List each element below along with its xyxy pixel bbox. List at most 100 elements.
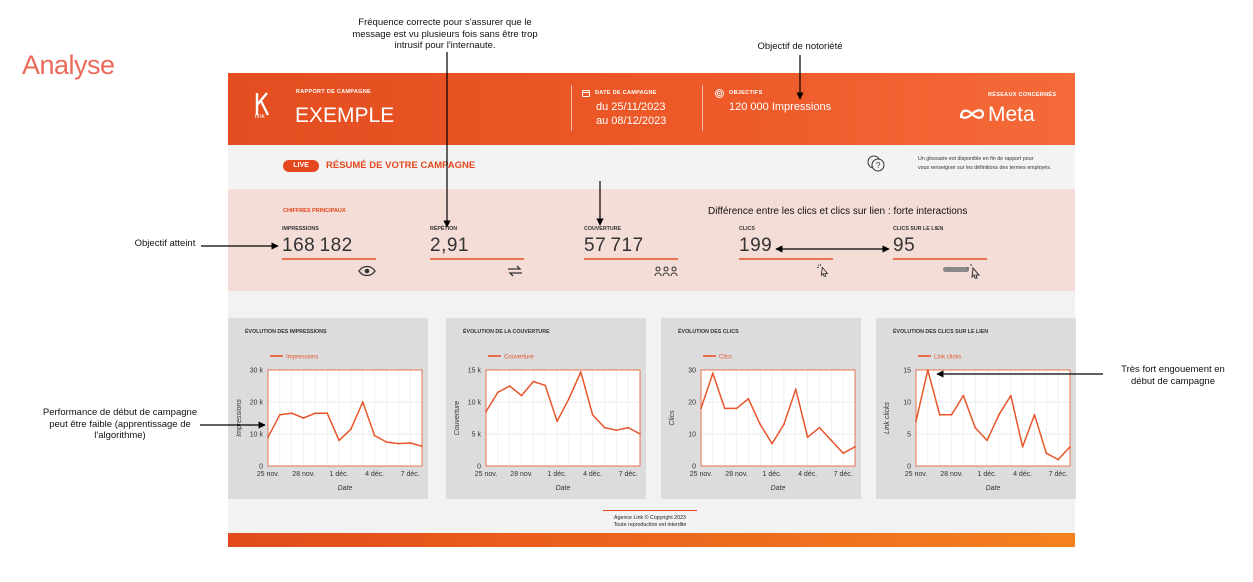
y-tick-label: 0 xyxy=(477,464,481,471)
header-divider xyxy=(702,85,703,131)
data-point xyxy=(338,439,340,442)
data-point xyxy=(830,439,833,442)
date-to: au 08/12/2023 xyxy=(596,115,667,127)
kpi-value: 2,91 xyxy=(430,235,469,256)
data-point xyxy=(350,428,352,431)
series-line xyxy=(267,401,423,447)
kpi-label: IMPRESSIONS xyxy=(282,226,319,232)
impressions-chart: 0 10 k 20 k 30 k 25 nov. 28 nov. 1 déc. 4 déc. 7… xyxy=(236,355,423,492)
x-tick-label: 4 déc. xyxy=(583,471,602,478)
y-tick-label: 10 xyxy=(688,432,696,439)
date-label: DATE DE CAMPAGNE xyxy=(595,90,657,96)
series-line xyxy=(915,369,1071,461)
data-point xyxy=(1069,445,1071,448)
data-point xyxy=(998,413,1000,416)
data-point xyxy=(938,413,941,416)
plot-frame xyxy=(700,369,856,467)
kpi-value: 168 182 xyxy=(282,235,353,256)
y-axis-title: Couverture xyxy=(454,401,461,436)
glossary-line-1: Un glossaire est disponible en fin de ra… xyxy=(918,156,1034,162)
target-icon xyxy=(715,89,724,98)
kpi-label: RÉPÉTION xyxy=(430,226,458,232)
footer-divider xyxy=(603,510,697,511)
network-name: Meta xyxy=(988,103,1035,126)
x-tick-label: 7 déc. xyxy=(619,471,638,478)
data-point xyxy=(556,420,558,423)
x-tick-label: 1 déc. xyxy=(548,471,567,478)
annotation-frequence: Fréquence correcte pour s'assurer que le… xyxy=(352,17,538,51)
slide-title: Analyse xyxy=(22,50,115,80)
data-point xyxy=(544,384,547,387)
data-point xyxy=(986,439,988,442)
data-point xyxy=(508,385,511,387)
clics-chart: 0 10 20 30 25 nov. 28 nov. 1 déc. 4 déc. 7 déc. D… xyxy=(669,355,856,492)
data-point xyxy=(267,436,269,439)
chart-card-clics-lien: ÉVOLUTION DES CLICS SUR LE LIEN 0 5 10 15 25… xyxy=(876,318,1076,499)
y-tick-label: 15 xyxy=(903,368,911,375)
data-point xyxy=(496,391,499,394)
plot-frame xyxy=(485,369,641,467)
data-point xyxy=(290,412,293,415)
data-point xyxy=(771,442,773,445)
data-point xyxy=(926,369,929,371)
chart-card-clics: ÉVOLUTION DES CLICS 0 10 20 30 25 nov. 28 nov… xyxy=(661,318,861,499)
kpi-repetition: RÉPÉTION 2,91 xyxy=(430,226,524,282)
kpi-value: 57 717 xyxy=(584,235,644,256)
kpi-underline xyxy=(739,258,833,260)
data-point xyxy=(735,407,738,410)
meta-logo-icon xyxy=(959,109,985,119)
y-axis-title: Impressions xyxy=(236,399,243,437)
y-tick-label: 5 k xyxy=(472,432,482,439)
data-point xyxy=(568,397,570,400)
data-point xyxy=(314,412,317,415)
cursor-click-icon xyxy=(817,263,829,277)
couverture-chart: 0 5 k 10 k 15 k 25 nov. 28 nov. 1 déc. 4 déc. 7 … xyxy=(454,355,641,492)
x-tick-label: 25 nov. xyxy=(257,471,279,478)
kpi-underline xyxy=(282,258,376,260)
data-point xyxy=(639,433,641,435)
data-point xyxy=(794,388,797,391)
data-point xyxy=(747,397,750,400)
data-point xyxy=(783,423,785,426)
chart-card-couverture: ÉVOLUTION DE LA COUVERTURE 0 5 k 10 k 15 k 2… xyxy=(446,318,646,499)
kpi-value: 199 xyxy=(739,235,773,256)
calendar-icon xyxy=(582,90,590,97)
link-click-icon xyxy=(943,264,981,279)
data-point xyxy=(1021,445,1024,448)
y-tick-label: 10 k xyxy=(250,432,264,439)
data-point xyxy=(278,413,281,416)
kpi-band: CHIFFRES PRINCIPAUX Différence entre les… xyxy=(228,189,1075,291)
y-axis-title: Link clicks xyxy=(884,402,891,434)
x-tick-label: 7 déc. xyxy=(1049,471,1068,478)
people-icon xyxy=(654,266,678,277)
y-tick-label: 0 xyxy=(692,464,696,471)
legend-label: Couverture xyxy=(504,355,534,361)
x-tick-label: 28 nov. xyxy=(292,471,314,478)
data-point xyxy=(723,407,726,410)
footer-rights: Toute reproduction est interdite xyxy=(613,521,687,528)
data-point xyxy=(818,426,821,429)
data-point xyxy=(409,442,412,444)
data-point xyxy=(627,426,630,429)
annotation-objectif-atteint: Objectif atteint xyxy=(134,238,196,249)
plot-area xyxy=(701,370,855,466)
kpi-value: 95 xyxy=(893,235,916,256)
plot-area xyxy=(916,370,1070,466)
report-header: link RAPPORT DE CAMPAGNE EXEMPLE DATE DE… xyxy=(228,73,1075,145)
plot-area xyxy=(486,370,640,466)
summary-title: RÉSUMÉ DE VOTRE CAMPAGNE xyxy=(326,160,476,171)
glossary-note: Un glossaire est disponible en fin de ra… xyxy=(918,155,1088,173)
chart-title: ÉVOLUTION DES IMPRESSIONS xyxy=(245,329,327,335)
data-point xyxy=(711,372,714,375)
series-line xyxy=(485,371,641,435)
bottom-bar xyxy=(228,533,1075,547)
x-tick-label: 1 déc. xyxy=(330,471,349,478)
clics-lien-chart: 0 5 10 15 25 nov. 28 nov. 1 déc. 4 déc. 7 déc. Da… xyxy=(884,355,1071,492)
repeat-icon xyxy=(508,265,522,277)
link-logo-icon xyxy=(255,92,270,116)
data-point xyxy=(842,452,845,455)
data-point xyxy=(806,436,809,439)
x-axis-title: Date xyxy=(556,485,571,492)
kpi-section-label: CHIFFRES PRINCIPAUX xyxy=(283,208,346,214)
y-tick-label: 30 xyxy=(688,368,696,375)
